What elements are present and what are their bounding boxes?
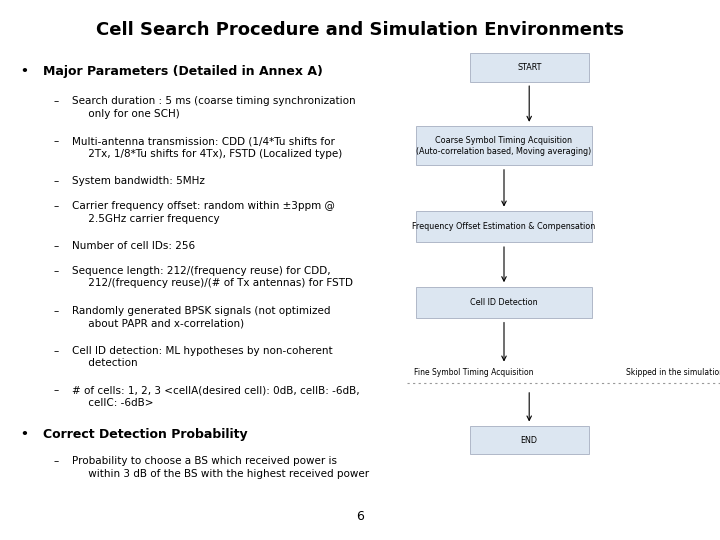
Text: Multi-antenna transmission: CDD (1/4*Tu shifts for
     2Tx, 1/8*Tu shifts for 4: Multi-antenna transmission: CDD (1/4*Tu … [72, 136, 342, 159]
Text: 6: 6 [356, 510, 364, 523]
Text: Coarse Symbol Timing Acquisition
(Auto-correlation based, Moving averaging): Coarse Symbol Timing Acquisition (Auto-c… [416, 136, 592, 156]
Text: System bandwidth: 5MHz: System bandwidth: 5MHz [72, 176, 205, 186]
Text: –: – [54, 346, 59, 356]
Text: –: – [54, 266, 59, 276]
Text: Carrier frequency offset: random within ±3ppm @
     2.5GHz carrier frequency: Carrier frequency offset: random within … [72, 201, 335, 224]
Text: Fine Symbol Timing Acquisition: Fine Symbol Timing Acquisition [414, 368, 534, 377]
FancyBboxPatch shape [469, 53, 589, 82]
Text: Sequence length: 212/(frequency reuse) for CDD,
     212/(frequency reuse)/(# of: Sequence length: 212/(frequency reuse) f… [72, 266, 353, 288]
Text: Cell ID Detection: Cell ID Detection [470, 298, 538, 307]
FancyBboxPatch shape [416, 126, 592, 165]
Text: Major Parameters (Detailed in Annex A): Major Parameters (Detailed in Annex A) [43, 65, 323, 78]
Text: END: END [521, 436, 538, 444]
FancyBboxPatch shape [416, 211, 592, 242]
Text: Search duration : 5 ms (coarse timing synchronization
     only for one SCH): Search duration : 5 ms (coarse timing sy… [72, 96, 356, 119]
Text: Number of cell IDs: 256: Number of cell IDs: 256 [72, 241, 195, 251]
Text: •: • [20, 428, 28, 441]
Text: # of cells: 1, 2, 3 <cellA(desired cell): 0dB, cellB: -6dB,
     cellC: -6dB>: # of cells: 1, 2, 3 <cellA(desired cell)… [72, 386, 359, 408]
Text: Randomly generated BPSK signals (not optimized
     about PAPR and x-correlation: Randomly generated BPSK signals (not opt… [72, 306, 330, 328]
Text: Cell Search Procedure and Simulation Environments: Cell Search Procedure and Simulation Env… [96, 21, 624, 38]
Text: Correct Detection Probability: Correct Detection Probability [43, 428, 248, 441]
FancyBboxPatch shape [416, 287, 592, 318]
Text: –: – [54, 96, 59, 106]
Text: –: – [54, 136, 59, 146]
Text: –: – [54, 306, 59, 316]
Text: –: – [54, 176, 59, 186]
Text: Frequency Offset Estimation & Compensation: Frequency Offset Estimation & Compensati… [413, 222, 595, 231]
Text: START: START [517, 63, 541, 72]
Text: –: – [54, 201, 59, 211]
Text: Skipped in the simulation: Skipped in the simulation [626, 368, 720, 377]
FancyBboxPatch shape [469, 426, 589, 454]
Text: –: – [54, 241, 59, 251]
Text: –: – [54, 386, 59, 396]
Text: –: – [54, 456, 59, 467]
Text: Probability to choose a BS which received power is
     within 3 dB of the BS wi: Probability to choose a BS which receive… [72, 456, 369, 479]
Text: •: • [20, 65, 28, 78]
Text: Cell ID detection: ML hypotheses by non-coherent
     detection: Cell ID detection: ML hypotheses by non-… [72, 346, 333, 368]
